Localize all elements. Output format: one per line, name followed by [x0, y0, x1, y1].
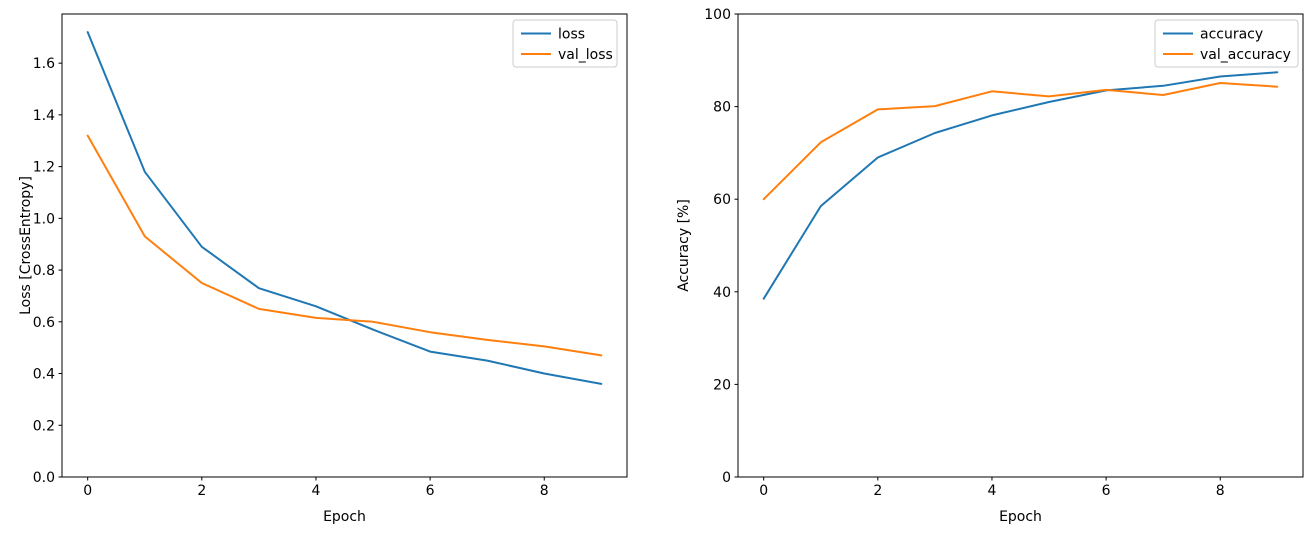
x-axis-label: Epoch — [999, 509, 1042, 525]
val_accuracy-line — [762, 82, 1279, 201]
y-axis-label: Loss [CrossEntropy] — [18, 176, 34, 315]
y-tick-label: 0.2 — [33, 418, 55, 434]
axes-spines — [737, 13, 1304, 478]
y-tick-label: 1.0 — [33, 211, 55, 227]
x-tick-label: 8 — [1216, 483, 1225, 499]
y-tick-label: 0.0 — [33, 470, 55, 486]
val_loss-line — [86, 134, 603, 357]
y-tick-label: 100 — [704, 7, 731, 23]
y-tick-label: 0.8 — [33, 263, 55, 279]
loss-subplot: 0 2 4 6 8 0.0 0.2 0.4 0.6 0.8 1.0 1.2 1.4 1.6 Epoch Los… — [18, 13, 628, 525]
legend-label-loss: loss — [558, 27, 585, 43]
x-tick-label: 4 — [312, 483, 321, 499]
y-tick-label: 0 — [722, 470, 731, 486]
legend-label-accuracy: accuracy — [1200, 27, 1263, 43]
legend: accuracy val_accuracy — [1154, 19, 1299, 68]
y-tick-label: 0.6 — [33, 315, 55, 331]
y-tick-label: 1.6 — [33, 56, 55, 72]
x-tick-label: 2 — [873, 483, 882, 499]
y-tick-label: 1.4 — [33, 108, 55, 124]
y-tick-label: 40 — [713, 285, 731, 301]
x-tick-label: 0 — [759, 483, 768, 499]
y-tick-label: 80 — [713, 100, 731, 116]
y-axis-label: Accuracy [%] — [676, 199, 692, 292]
y-tick-label: 60 — [713, 192, 731, 208]
x-tick-label: 8 — [540, 483, 549, 499]
axes-spines — [61, 13, 628, 478]
x-tick-label: 0 — [83, 483, 92, 499]
accuracy-line — [762, 71, 1279, 300]
y-tick-label: 0.4 — [33, 367, 55, 383]
loss-line — [86, 31, 603, 385]
x-tick-label: 2 — [197, 483, 206, 499]
y-tick-label: 20 — [713, 377, 731, 393]
legend-box — [512, 19, 618, 68]
legend-box — [1154, 19, 1299, 68]
x-tick-label: 6 — [426, 483, 435, 499]
y-tick-label: 1.2 — [33, 160, 55, 176]
x-tick-label: 4 — [988, 483, 997, 499]
legend-label-val_accuracy: val_accuracy — [1200, 47, 1291, 63]
x-tick-label: 6 — [1102, 483, 1111, 499]
x-axis-label: Epoch — [323, 509, 366, 525]
legend: loss val_loss — [512, 19, 618, 68]
legend-label-val_loss: val_loss — [558, 47, 613, 63]
